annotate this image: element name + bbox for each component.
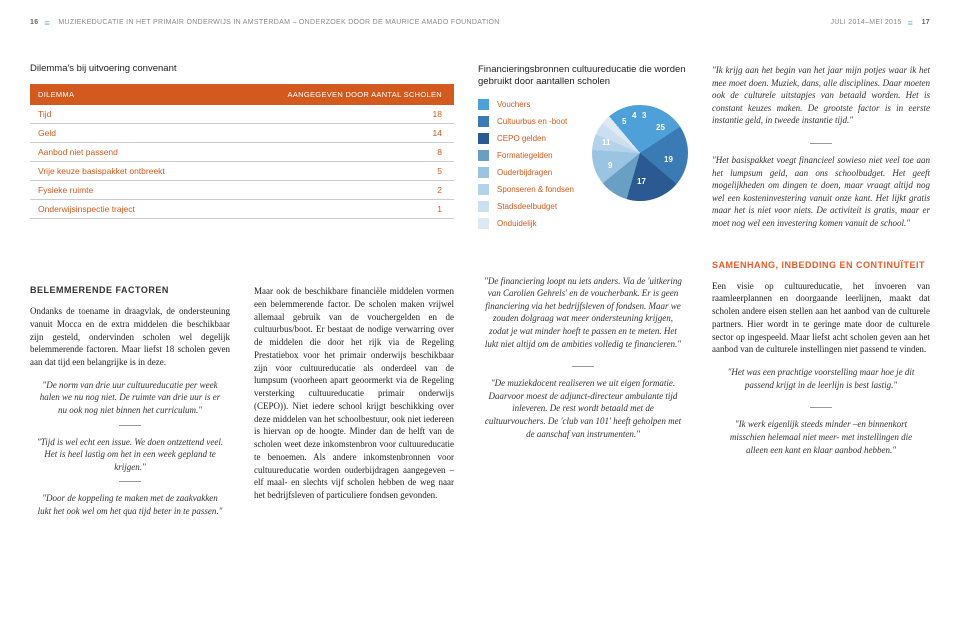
quote: "De financiering loopt nu iets anders. V… bbox=[478, 275, 688, 351]
column-4: "Ik krijg aan het begin van het jaar mij… bbox=[712, 64, 930, 464]
legend-swatch bbox=[478, 167, 489, 178]
legend-item: Sponseren & fondsen bbox=[478, 184, 590, 195]
pie-slice-label: 4 bbox=[632, 111, 636, 120]
table-row: Aanbod niet passend8 bbox=[30, 143, 454, 162]
quote-separator bbox=[810, 407, 832, 408]
legend-item: Formatiegelden bbox=[478, 150, 590, 161]
pie-slice-label: 9 bbox=[608, 161, 612, 170]
funding-pie-chart: 25 19 17 9 11 543 bbox=[592, 105, 688, 201]
legend-label: Formatiegelden bbox=[497, 151, 553, 160]
legend-item: Ouderbijdragen bbox=[478, 167, 590, 178]
table-cell: 18 bbox=[221, 105, 454, 124]
table-cell: 2 bbox=[221, 181, 454, 200]
table-header: DILEMMA bbox=[30, 84, 221, 105]
page-number-left: 16 bbox=[30, 19, 38, 26]
legend-label: Ouderbijdragen bbox=[497, 168, 552, 177]
pie-slice-label: 17 bbox=[637, 177, 646, 186]
dilemma-table-block: Dilemma's bij uitvoering convenant DILEM… bbox=[30, 63, 454, 219]
quote-separator bbox=[119, 425, 141, 426]
legend-item: Vouchers bbox=[478, 99, 590, 110]
legend-item: CEPO gelden bbox=[478, 133, 590, 144]
page-number-right: 17 bbox=[922, 19, 930, 26]
table-row: Geld14 bbox=[30, 124, 454, 143]
table-cell: 5 bbox=[221, 162, 454, 181]
section-heading: SAMENHANG, INBEDDING EN CONTINUÏTEIT bbox=[712, 260, 930, 270]
col2-lower: Maar ook de beschikbare financiële midde… bbox=[254, 285, 454, 512]
legend-label: Cultuurbus en -boot bbox=[497, 117, 567, 126]
table-cell: Fysieke ruimte bbox=[30, 181, 221, 200]
quote-separator bbox=[810, 143, 832, 144]
legend-label: Sponseren & fondsen bbox=[497, 185, 574, 194]
pie-slice-label: 3 bbox=[642, 111, 646, 120]
legend-swatch bbox=[478, 116, 489, 127]
legend-item: Onduidelijk bbox=[478, 218, 590, 229]
table-row: Tijd18 bbox=[30, 105, 454, 124]
column-3: Financieringsbronnen cultuureducatie die… bbox=[478, 64, 688, 464]
body-paragraph: Een visie op cultuureducatie, het invoer… bbox=[712, 280, 930, 357]
legend-item: Stadsdeelbudget bbox=[478, 201, 590, 212]
dilemma-table-title: Dilemma's bij uitvoering convenant bbox=[30, 63, 454, 74]
table-cell: Tijd bbox=[30, 105, 221, 124]
body-paragraph: Maar ook de beschikbare financiële midde… bbox=[254, 285, 454, 502]
legend-label: CEPO gelden bbox=[497, 134, 546, 143]
quote: "Ik krijg aan het begin van het jaar mij… bbox=[712, 64, 930, 127]
header-ornament-icon bbox=[44, 18, 52, 26]
table-cell: Vrije keuze basispakket ontbreekt bbox=[30, 162, 221, 181]
quote: "Het basispakket voegt financieel sowies… bbox=[712, 154, 930, 230]
table-cell: 14 bbox=[221, 124, 454, 143]
table-cell: 1 bbox=[221, 200, 454, 219]
header-title-left: MUZIEKEDUCATIE IN HET PRIMAIR ONDERWIJS … bbox=[58, 19, 499, 26]
dilemma-table: DILEMMA AANGEGEVEN DOOR AANTAL SCHOLEN T… bbox=[30, 84, 454, 219]
quote: "Het was een prachtige voorstelling maar… bbox=[712, 366, 930, 391]
quote: "Tijd is wel echt een issue. We doen ont… bbox=[30, 436, 230, 474]
legend-swatch bbox=[478, 150, 489, 161]
table-cell: 8 bbox=[221, 143, 454, 162]
legend-item: Cultuurbus en -boot bbox=[478, 116, 590, 127]
header-date: JULI 2014–MEI 2015 bbox=[830, 19, 901, 26]
body-paragraph: Ondanks de toename in draagvlak, de onde… bbox=[30, 305, 230, 369]
table-row: Vrije keuze basispakket ontbreekt5 bbox=[30, 162, 454, 181]
col1-lower: BELEMMERENDE FACTOREN Ondanks de toename… bbox=[30, 285, 230, 526]
quote-separator bbox=[572, 366, 594, 367]
quote: "De norm van drie uur cultuureducatie pe… bbox=[30, 379, 230, 417]
legend-label: Stadsdeelbudget bbox=[497, 202, 557, 211]
section-heading: BELEMMERENDE FACTOREN bbox=[30, 285, 230, 295]
table-header: AANGEGEVEN DOOR AANTAL SCHOLEN bbox=[221, 84, 454, 105]
legend-swatch bbox=[478, 218, 489, 229]
table-cell: Onderwijsinspectie traject bbox=[30, 200, 221, 219]
table-row: Onderwijsinspectie traject1 bbox=[30, 200, 454, 219]
pie-slice-label: 5 bbox=[622, 117, 626, 126]
quote: "Ik werk eigenlijk steeds minder –en bin… bbox=[712, 418, 930, 456]
legend-label: Onduidelijk bbox=[497, 219, 537, 228]
legend-swatch bbox=[478, 99, 489, 110]
running-header: 16 MUZIEKEDUCATIE IN HET PRIMAIR ONDERWI… bbox=[30, 18, 930, 26]
pie-slice-label: 11 bbox=[602, 138, 610, 147]
legend-swatch bbox=[478, 184, 489, 195]
pie-slice-label: 19 bbox=[664, 155, 673, 164]
funding-chart-title: Financieringsbronnen cultuureducatie die… bbox=[478, 64, 688, 89]
legend-swatch bbox=[478, 201, 489, 212]
table-cell: Aanbod niet passend bbox=[30, 143, 221, 162]
legend-label: Vouchers bbox=[497, 100, 530, 109]
funding-legend: Vouchers Cultuurbus en -boot CEPO gelden Fo… bbox=[478, 99, 590, 235]
table-cell: Geld bbox=[30, 124, 221, 143]
header-ornament-icon bbox=[908, 18, 916, 26]
pie-slice-label: 25 bbox=[656, 123, 665, 132]
quote: "Door de koppeling te maken met de zaakv… bbox=[30, 492, 230, 517]
table-row: Fysieke ruimte2 bbox=[30, 181, 454, 200]
quote: "De muziekdocent realiseren we uit eigen… bbox=[478, 377, 688, 440]
legend-swatch bbox=[478, 133, 489, 144]
quote-separator bbox=[119, 481, 141, 482]
